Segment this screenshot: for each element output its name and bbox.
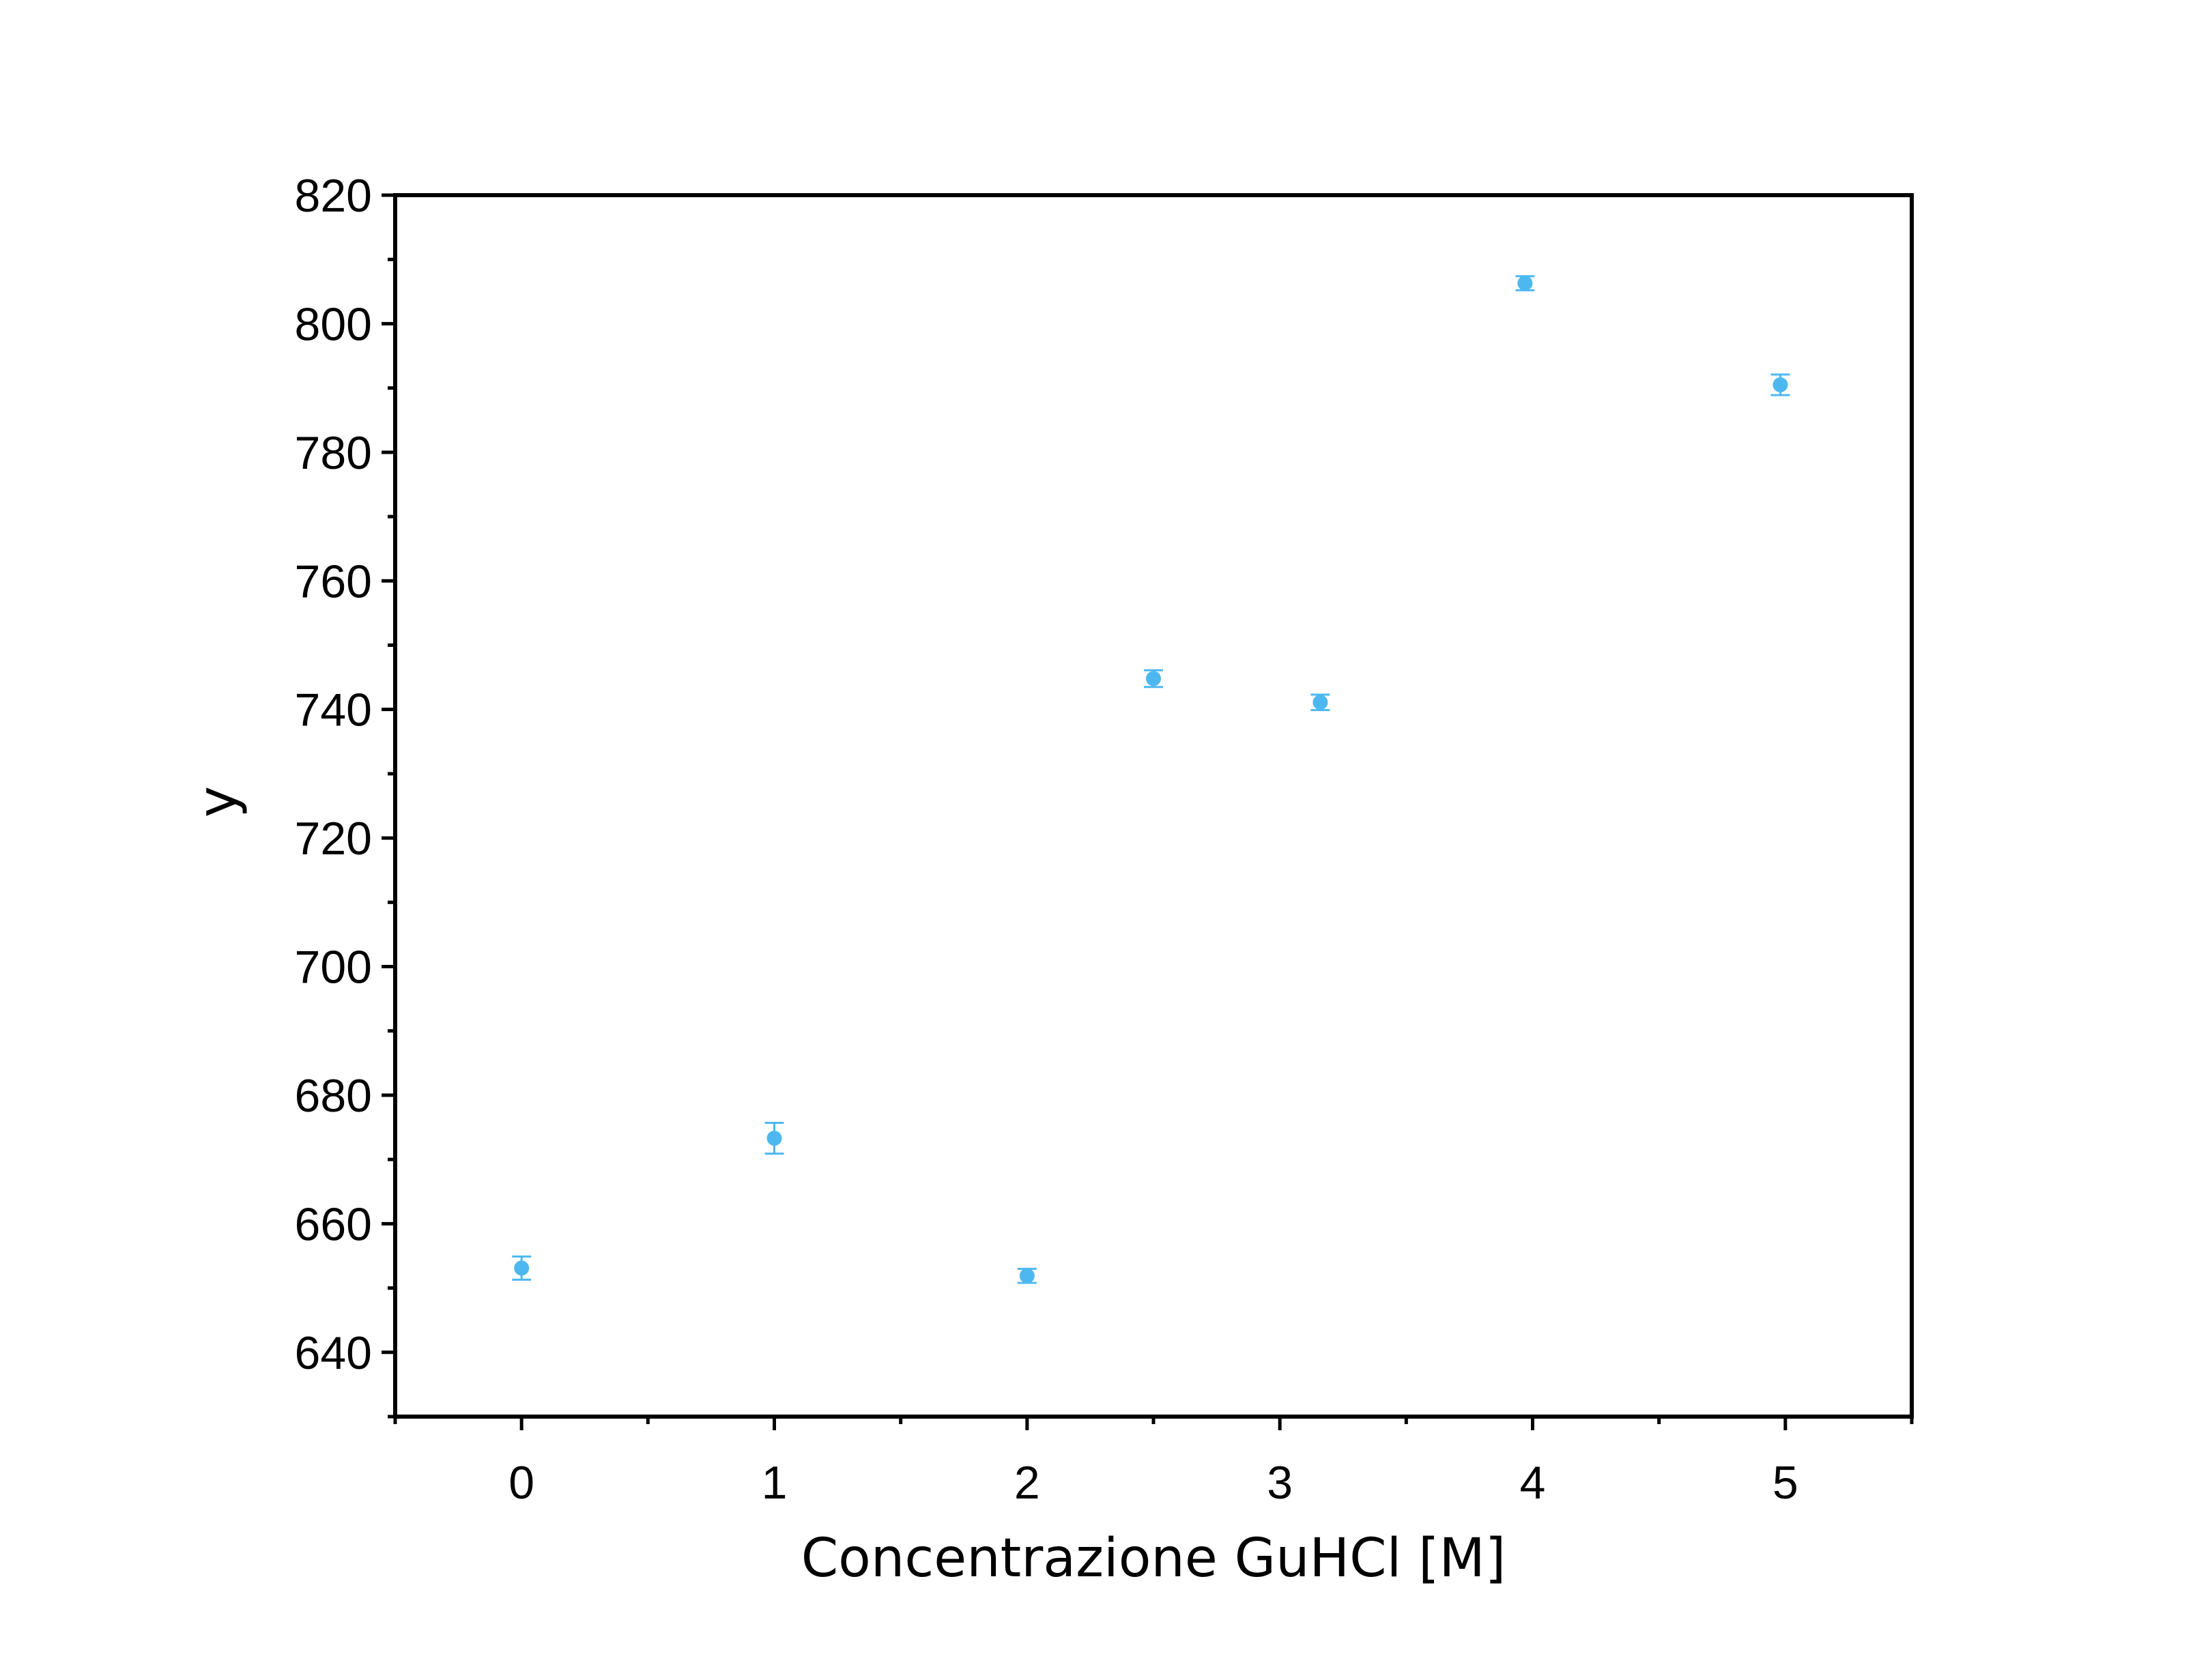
data-point bbox=[1515, 275, 1535, 291]
data-marker bbox=[1146, 671, 1161, 686]
data-marker bbox=[1517, 276, 1533, 291]
y-tick-label: 780 bbox=[295, 427, 372, 479]
data-marker bbox=[766, 1131, 782, 1146]
y-tick-label: 720 bbox=[295, 813, 372, 865]
x-tick-label: 1 bbox=[762, 1457, 788, 1509]
x-tick-label: 3 bbox=[1267, 1457, 1293, 1509]
x-tick-label: 4 bbox=[1520, 1457, 1546, 1509]
x-tick-label: 0 bbox=[508, 1457, 534, 1509]
y-tick-label: 760 bbox=[295, 555, 372, 607]
y-tick-label: 700 bbox=[295, 942, 372, 994]
data-points bbox=[512, 275, 1790, 1284]
y-tick-label: 820 bbox=[295, 170, 372, 222]
x-axis-ticks: 0 1 2 3 4 5 bbox=[393, 1417, 1914, 1509]
data-marker bbox=[514, 1260, 530, 1276]
y-axis-ticks: 640 660 680 700 720 740 760 780 800 820 bbox=[295, 170, 395, 1419]
y-tick-label: 640 bbox=[295, 1327, 372, 1379]
x-tick-label: 2 bbox=[1014, 1457, 1040, 1509]
y-axis-title: y bbox=[187, 786, 248, 817]
x-axis-title: Concentrazione GuHCl [M] bbox=[801, 1528, 1506, 1589]
data-point bbox=[1144, 669, 1163, 689]
data-point bbox=[1770, 373, 1790, 396]
plot-frame bbox=[393, 193, 1914, 1419]
data-point bbox=[512, 1255, 532, 1281]
y-tick-label: 680 bbox=[295, 1070, 372, 1122]
data-marker bbox=[1312, 695, 1328, 710]
y-tick-label: 800 bbox=[295, 298, 372, 350]
y-tick-label: 660 bbox=[295, 1198, 372, 1250]
data-marker bbox=[1773, 377, 1788, 392]
x-tick-label: 5 bbox=[1773, 1457, 1798, 1509]
y-tick-label: 740 bbox=[295, 684, 372, 736]
data-point bbox=[1310, 693, 1330, 712]
data-point bbox=[764, 1121, 784, 1155]
data-point bbox=[1017, 1267, 1037, 1284]
data-marker bbox=[1019, 1268, 1035, 1284]
